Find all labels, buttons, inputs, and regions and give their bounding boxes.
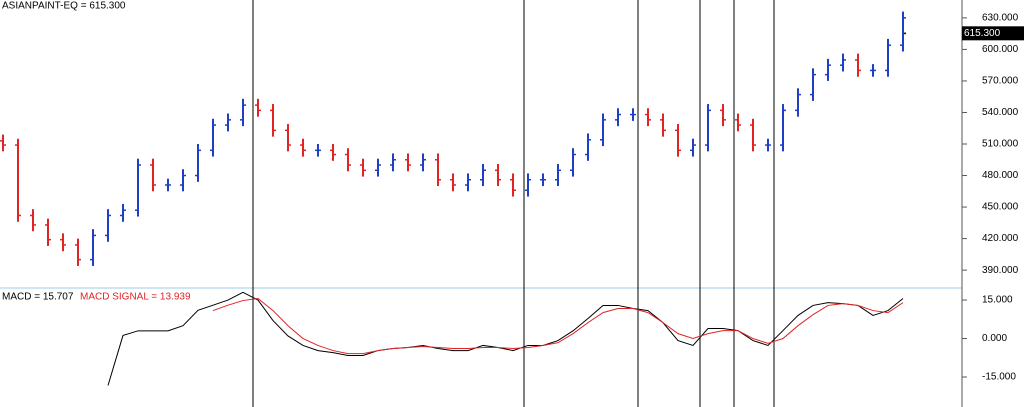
y-tick-label: 15.000 [982,295,1013,306]
y-tick-label: 390.000 [982,265,1019,276]
macd-line [212,297,904,355]
y-tick-label: 510.000 [982,139,1019,150]
legend-label: MACD = 15.707 [2,292,74,303]
y-tick-label: 630.000 [982,13,1019,24]
price-tag-label: 615.300 [964,28,1001,39]
y-tick-label: 420.000 [982,233,1019,244]
y-tick-label: 570.000 [982,76,1019,87]
y-tick-label: 450.000 [982,202,1019,213]
vertical-markers [252,0,775,407]
y-tick-label: 540.000 [982,107,1019,118]
price-tag [962,26,1024,41]
y-tick-label: -15.000 [982,372,1016,383]
y-tick-label: 0.000 [982,333,1007,344]
last-price-dot [904,32,906,35]
y-tick-label: 480.000 [982,170,1019,181]
y-tick-label: 600.000 [982,44,1019,55]
legend-label: MACD SIGNAL = 13.939 [80,292,191,303]
chart-title: ASIANPAINT-EQ = 615.300 [2,1,126,12]
